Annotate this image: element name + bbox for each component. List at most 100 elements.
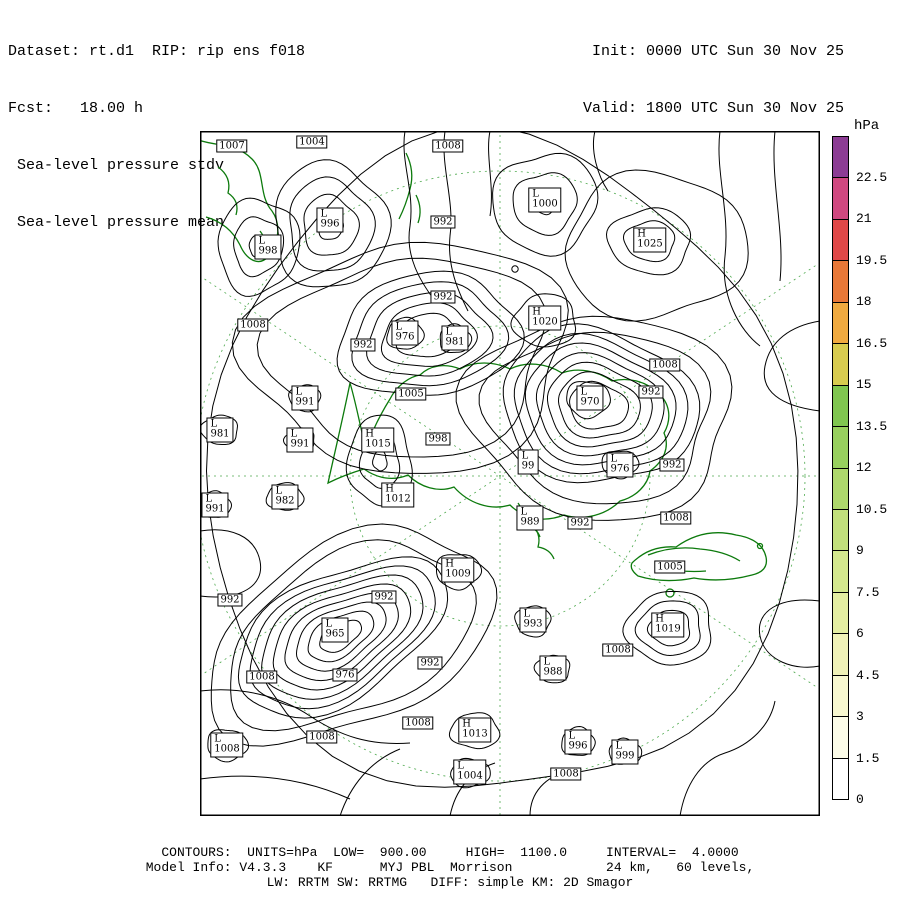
pressure-center-label: H 1025 [633, 227, 667, 253]
pressure-center-type: L [295, 386, 303, 398]
pressure-center-type: H [655, 613, 665, 625]
valid-time-line: Valid: 1800 UTC Sun 30 Nov 25 [583, 100, 845, 117]
contour-value-label: 998 [425, 432, 451, 446]
pressure-center-label: H 1013 [458, 717, 492, 743]
pressure-center-type: L [205, 493, 213, 505]
colorbar-tick-label: 4.5 [856, 667, 880, 683]
contour-ring [233, 216, 285, 278]
contour-ring [622, 590, 712, 666]
contour-ring [217, 197, 301, 297]
contour-ring [207, 729, 249, 763]
colorbar-tick-label: 22.5 [856, 169, 888, 185]
contour-ring [284, 592, 399, 682]
contour-value-label: 1008 [402, 716, 434, 730]
pressure-center-type: H [637, 228, 647, 240]
pressure-center-value: 991 [295, 396, 315, 408]
contour-ring [210, 523, 498, 747]
pressure-center-type: L [275, 485, 283, 497]
colorbar-segment [833, 717, 848, 759]
colorbar-segment [833, 592, 848, 635]
pressure-center-label: H 1019 [651, 612, 685, 638]
physics-info-line: LW: RRTM SW: RRTMG DIFF: simple KM: 2D S… [266, 875, 634, 890]
pressure-center-label: L 988 [539, 655, 567, 681]
pressure-center-value: 1009 [445, 568, 471, 580]
colorbar-tick-label: 1.5 [856, 750, 880, 766]
pressure-center-value: 1004 [457, 770, 483, 782]
contour-value-label: 1008 [649, 358, 681, 372]
pressure-center-value: 99 [521, 460, 535, 472]
colorbar-tick-label: 10.5 [856, 501, 888, 517]
init-time-line: Init: 0000 UTC Sun 30 Nov 25 [583, 43, 845, 60]
pressure-center-type: H [532, 306, 542, 318]
colorbar-tick-label: 15 [856, 377, 872, 392]
pressure-center-type: L [521, 450, 529, 462]
contour-value-label: 1004 [296, 135, 328, 149]
pressure-center-type: L [580, 386, 588, 398]
pressure-center-value: 993 [523, 618, 543, 630]
contour-ring [557, 371, 641, 439]
contour-ring [634, 600, 701, 657]
dataset-line: Dataset: rt.d1 RIP: rip ens f018 [8, 43, 306, 60]
pressure-center-value: 996 [568, 740, 588, 752]
contour-value-label: 992 [659, 458, 685, 472]
pressure-center-type: L [258, 235, 266, 247]
colorbar-segment [833, 178, 848, 220]
pressure-center-type: H [462, 718, 472, 730]
pressure-center-label: L 1004 [453, 759, 487, 785]
colorbar-tick-label: 16.5 [856, 335, 888, 351]
colorbar-segment [833, 509, 848, 552]
contour-ring [512, 172, 578, 236]
colorbar-tick-label: 18 [856, 294, 872, 309]
pressure-center-value: 1020 [532, 316, 558, 328]
pressure-center-label: L 981 [206, 417, 234, 443]
pressure-center-label: L 991 [201, 492, 229, 518]
contour-value-label: 992 [350, 338, 376, 352]
pressure-center-label: H 1020 [528, 305, 562, 331]
contour-ring [237, 556, 449, 719]
pressure-center-type: H [385, 483, 395, 495]
contour-ring [622, 220, 676, 263]
pressure-center-value: 996 [320, 218, 340, 230]
colorbar-segment [833, 302, 848, 345]
colorbar-tick-label: 13.5 [856, 418, 888, 434]
background-isobars [200, 131, 820, 816]
pressure-center-type: L [395, 321, 403, 333]
contour-value-label: 976 [332, 668, 358, 682]
contour-ring [646, 609, 691, 647]
pressure-center-label: L 1008 [210, 732, 244, 758]
header-left: Dataset: rt.d1 RIP: rip ens f018 Fcst: 1… [8, 4, 305, 251]
pressure-center-type: L [568, 730, 576, 742]
contour-ring [436, 554, 483, 591]
colorbar-tick-label: 6 [856, 626, 864, 641]
pressure-center-value: 1013 [462, 728, 488, 740]
contour-info-line: CONTOURS: UNITS=hPa LOW= 900.00 HIGH= 11… [161, 845, 739, 860]
contour-value-label: 992 [430, 215, 456, 229]
pressure-center-type: L [214, 733, 221, 745]
header-right: Init: 0000 UTC Sun 30 Nov 25 Valid: 1800… [583, 4, 844, 137]
contour-ring [566, 381, 611, 420]
contour-value-label: 992 [430, 290, 456, 304]
pressure-labels-layer: L 996 L 998 L 1000 H 1025 H 1020 L 976 L 981 L 970 L 991 L… [200, 131, 820, 816]
contour-ring [547, 361, 653, 448]
colorbar-segment [833, 261, 848, 303]
contour-ring [307, 610, 375, 663]
pressure-center-type: L [210, 418, 218, 430]
pressure-center-label: L 999 [611, 739, 639, 765]
contour-value-label: 1008 [306, 730, 338, 744]
contour-ring [510, 293, 577, 348]
pressure-center-value: 991 [290, 438, 310, 450]
pressure-center-label: H 1015 [361, 427, 395, 453]
pressure-center-label: L 991 [286, 427, 314, 453]
pressure-center-type: H [365, 428, 375, 440]
colorbar-tick-label: 3 [856, 709, 864, 724]
pressure-center-value: 965 [325, 628, 345, 640]
colorbar-segment [833, 551, 848, 593]
contour-ring [564, 169, 749, 322]
contour-ring [380, 302, 478, 367]
contour-ring [336, 270, 525, 396]
contour-value-label: 992 [567, 516, 593, 530]
colorbar-segments [832, 136, 849, 800]
contour-ring [455, 315, 733, 521]
pressure-center-label: L 1000 [528, 187, 562, 213]
